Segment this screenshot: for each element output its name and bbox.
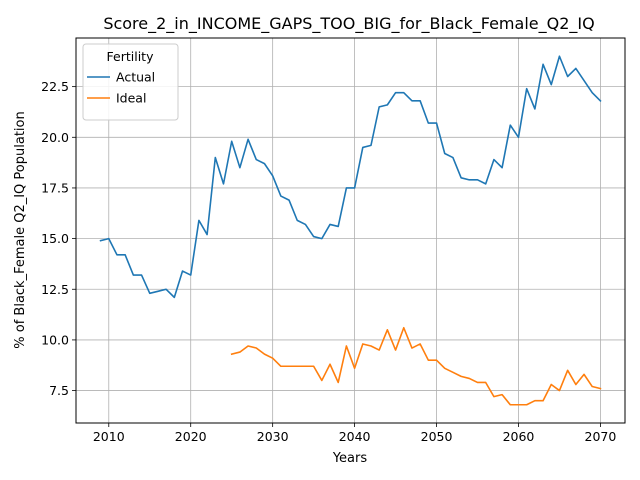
grid — [76, 38, 625, 423]
y-tick-label: 12.5 — [41, 282, 69, 297]
y-tick-label: 20.0 — [41, 130, 69, 145]
y-tick-label: 7.5 — [49, 383, 69, 398]
legend-box — [82, 43, 179, 121]
series-line-actual — [99, 55, 602, 299]
x-axis-label: Years — [332, 451, 368, 466]
x-tick-label: 2010 — [93, 429, 125, 444]
plot-frame — [75, 37, 626, 424]
x-tick-label: 2070 — [585, 429, 617, 444]
x-tick-label: 2060 — [503, 429, 535, 444]
chart-title: Score_2_in_INCOME_GAPS_TOO_BIG_for_Black… — [103, 14, 594, 34]
legend-label-ideal: Ideal — [116, 91, 146, 106]
y-tick-label: 22.5 — [41, 79, 69, 94]
y-axis: 7.5 10.0 12.5 15.0 17.5 20.0 22.5 — [41, 79, 76, 398]
legend-label-actual: Actual — [116, 70, 155, 85]
legend-title: Fertility — [107, 49, 155, 64]
y-axis-label: % of Black_Female Q2_IQ Population — [13, 111, 28, 348]
y-tick-label: 15.0 — [41, 231, 69, 246]
y-tick-label: 17.5 — [41, 180, 69, 195]
y-tick-label: 10.0 — [41, 332, 69, 347]
x-tick-label: 2020 — [175, 429, 207, 444]
x-tick-label: 2030 — [257, 429, 289, 444]
x-tick-label: 2040 — [339, 429, 371, 444]
x-axis: 2010 2020 2030 2040 2050 2060 2070 — [93, 423, 617, 444]
series-layer — [99, 55, 602, 406]
x-tick-label: 2050 — [421, 429, 453, 444]
legend: Fertility Actual Ideal — [82, 43, 179, 121]
series-line-ideal — [230, 326, 602, 406]
